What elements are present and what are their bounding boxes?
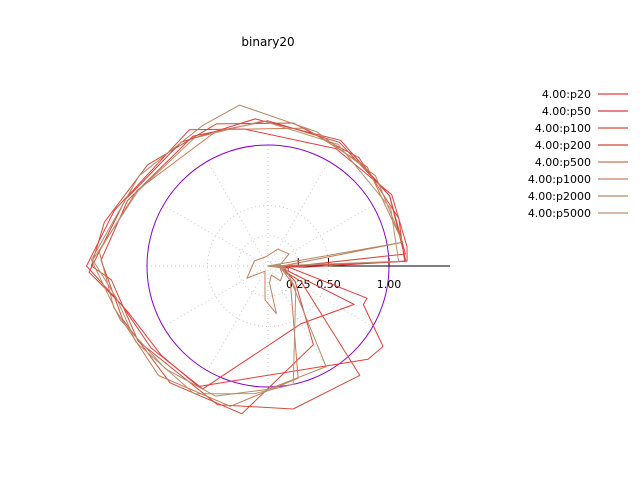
series-line-4-00-p20 <box>86 128 408 387</box>
grid-spoke <box>162 265 269 327</box>
radial-tick-label: 1.00 <box>377 278 402 291</box>
legend-label: 4.00:p200 <box>535 139 591 152</box>
series-line-4-00-p2000 <box>90 104 404 397</box>
legend-label: 4.00:p50 <box>542 105 591 118</box>
legend-label: 4.00:p2000 <box>528 190 591 203</box>
legend: 4.00:p20 4.00:p50 4.00:p100 4.00:p200 4.00:p… <box>528 88 628 220</box>
radial-tick-label: 0.50 <box>316 278 341 291</box>
series-line-4-00-p5000 <box>92 120 400 395</box>
grid-spoke <box>207 265 269 372</box>
grid-spoke <box>267 205 374 267</box>
series-layer <box>86 104 408 415</box>
grid-spoke <box>267 265 374 327</box>
legend-label: 4.00:p500 <box>535 156 591 169</box>
legend-label: 4.00:p5000 <box>528 207 591 220</box>
series-line-4-00-p1000 <box>246 248 290 315</box>
legend-label: 4.00:p100 <box>535 122 591 135</box>
legend-label: 4.00:p1000 <box>528 173 591 186</box>
legend-label: 4.00:p20 <box>542 88 591 101</box>
grid-spoke <box>267 160 329 267</box>
series-line-4-00-p50 <box>88 118 407 390</box>
chart-title: binary20 <box>241 35 294 49</box>
grid-spoke <box>162 205 269 267</box>
series-line-4-00-p500 <box>98 127 404 407</box>
grid-spoke <box>207 160 269 267</box>
grid-spoke <box>267 265 329 372</box>
